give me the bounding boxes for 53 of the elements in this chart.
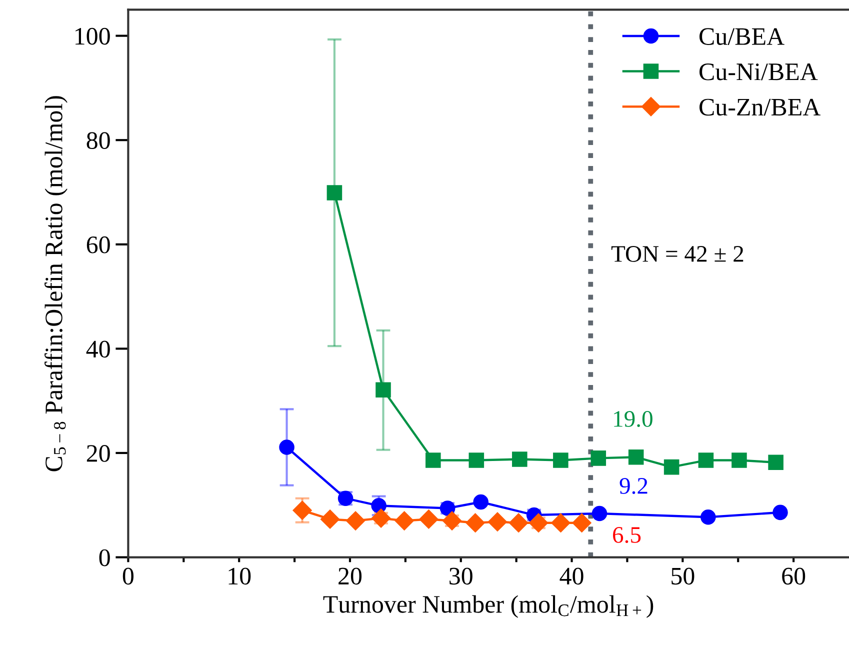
point — [371, 498, 386, 514]
x-tick-label: 20 — [338, 568, 362, 585]
annotation: TON = 42 ± 2 — [611, 246, 744, 262]
point — [326, 185, 342, 200]
point — [551, 513, 570, 532]
annotation: 19.0 — [614, 410, 652, 428]
legend-label: Cu/BEA — [700, 28, 784, 45]
point — [572, 513, 592, 532]
annotation: 6.5 — [613, 527, 641, 544]
y-axis-title: C$_{5−8}$ Paraffin:Olefin Ratio (mol/mol) — [44, 96, 68, 472]
y-tick-label: 20 — [86, 445, 110, 462]
point — [292, 500, 312, 520]
point — [698, 452, 714, 468]
point — [376, 382, 391, 398]
x-tick-label: 60 — [782, 568, 806, 585]
y-tick-label: 40 — [86, 340, 110, 358]
x-tick-label: 40 — [560, 568, 584, 585]
point — [592, 506, 608, 522]
y-tick-label: 60 — [86, 236, 110, 254]
point — [320, 510, 340, 529]
x-axis-title: Turnover Number (mol$_{C}$/mol$_{H+}$) — [323, 595, 654, 618]
point — [512, 452, 528, 467]
point — [528, 513, 548, 532]
x-tick-label: 0 — [122, 568, 134, 585]
point — [394, 511, 414, 530]
point — [419, 510, 438, 529]
point — [372, 508, 391, 528]
point — [732, 452, 747, 468]
point — [700, 509, 716, 525]
point — [426, 452, 441, 468]
x-tick-label: 30 — [450, 568, 472, 585]
point — [772, 504, 788, 520]
legend-label: Cu-Ni/BEA — [700, 63, 818, 80]
x-tick-label: 10 — [228, 568, 251, 585]
point — [346, 511, 366, 530]
point — [442, 511, 462, 530]
x-tick-label: 50 — [672, 568, 694, 585]
y-tick-label: 0 — [99, 549, 110, 566]
annotation: 9.2 — [620, 478, 648, 494]
point — [509, 513, 528, 532]
point — [590, 450, 606, 466]
point — [664, 459, 680, 475]
y-tick-label: 100 — [76, 28, 110, 45]
y-tick-label: 80 — [86, 132, 110, 150]
point — [473, 494, 488, 510]
point — [468, 452, 484, 468]
point — [768, 454, 784, 470]
point — [488, 512, 508, 532]
point — [553, 452, 568, 468]
point — [628, 450, 644, 465]
point — [466, 513, 485, 532]
legend-label: Cu-Zn/BEA — [700, 98, 821, 116]
point — [279, 440, 294, 455]
